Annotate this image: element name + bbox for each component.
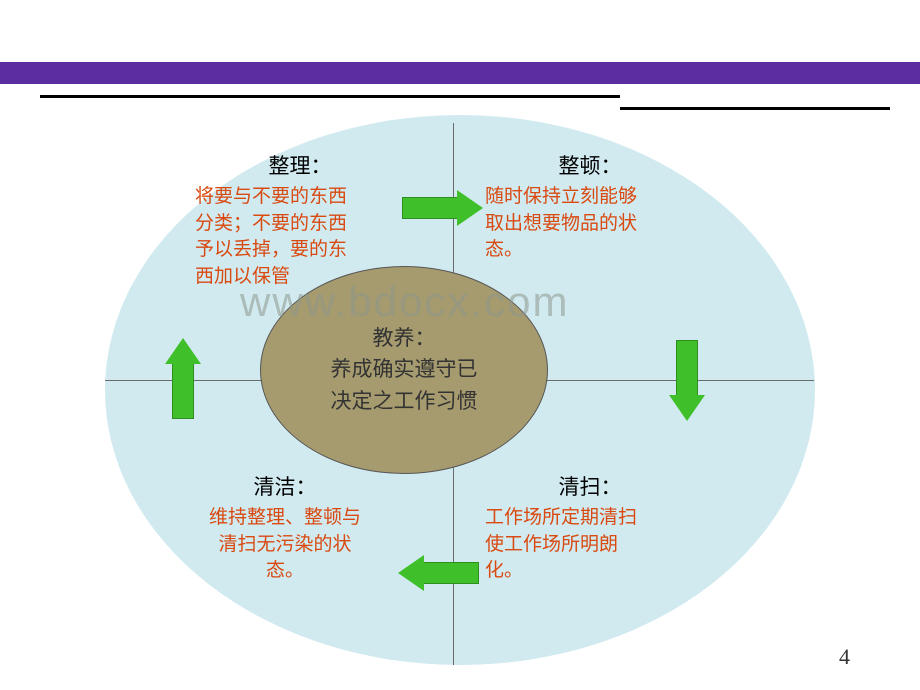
arrow-top — [402, 190, 483, 226]
bl-l2: 清扫无污染的状 — [170, 532, 400, 559]
bl-title: 清洁： — [170, 471, 400, 501]
tr-l1: 随时保持立刻能够 — [485, 184, 695, 211]
tr-l2: 取出想要物品的状 — [485, 211, 695, 238]
watermark-text: www.bdocx.com — [240, 278, 569, 326]
bl-l3: 态。 — [170, 558, 400, 585]
br-title: 清扫： — [485, 471, 695, 501]
tl-l2: 分类；不要的东西 — [195, 211, 405, 238]
arrow-right — [669, 340, 705, 421]
tr-body: 随时保持立刻能够 取出想要物品的状 态。 — [485, 184, 695, 264]
br-l1: 工作场所定期清扫 — [485, 505, 695, 532]
tr-l3: 态。 — [485, 237, 695, 264]
br-body: 工作场所定期清扫 使工作场所明朗 化。 — [485, 505, 695, 585]
bl-l1: 维持整理、整顿与 — [170, 505, 400, 532]
tr-title: 整顿： — [485, 150, 695, 180]
header-rule-left — [40, 95, 620, 98]
slide-page: 教养： 养成确实遵守已 决定之工作习惯 整理： 将要与不要的东西 分类；不要的东… — [0, 0, 920, 690]
br-l2: 使工作场所明朗 — [485, 532, 695, 559]
quadrant-top-right: 整顿： 随时保持立刻能够 取出想要物品的状 态。 — [485, 150, 695, 264]
quadrant-bottom-right: 清扫： 工作场所定期清扫 使工作场所明朗 化。 — [485, 471, 695, 585]
tl-l3: 予以丢掉，要的东 — [195, 237, 405, 264]
center-line2: 决定之工作习惯 — [331, 386, 478, 418]
bl-body: 维持整理、整顿与 清扫无污染的状 态。 — [170, 505, 400, 585]
quadrant-top-left: 整理： 将要与不要的东西 分类；不要的东西 予以丢掉，要的东 西加以保管 — [195, 150, 405, 290]
tl-title: 整理： — [195, 150, 405, 180]
page-number: 4 — [839, 644, 850, 670]
header-purple-bar — [0, 62, 920, 84]
tl-l1: 将要与不要的东西 — [195, 184, 405, 211]
header-rule-right — [620, 107, 890, 110]
quadrant-bottom-left: 清洁： 维持整理、整顿与 清扫无污染的状 态。 — [170, 471, 400, 585]
br-l3: 化。 — [485, 558, 695, 585]
tl-body: 将要与不要的东西 分类；不要的东西 予以丢掉，要的东 西加以保管 — [195, 184, 405, 290]
center-title: 教养： — [373, 323, 436, 355]
arrow-bottom — [398, 555, 479, 591]
arrow-left — [165, 338, 201, 419]
center-line1: 养成确实遵守已 — [331, 354, 478, 386]
